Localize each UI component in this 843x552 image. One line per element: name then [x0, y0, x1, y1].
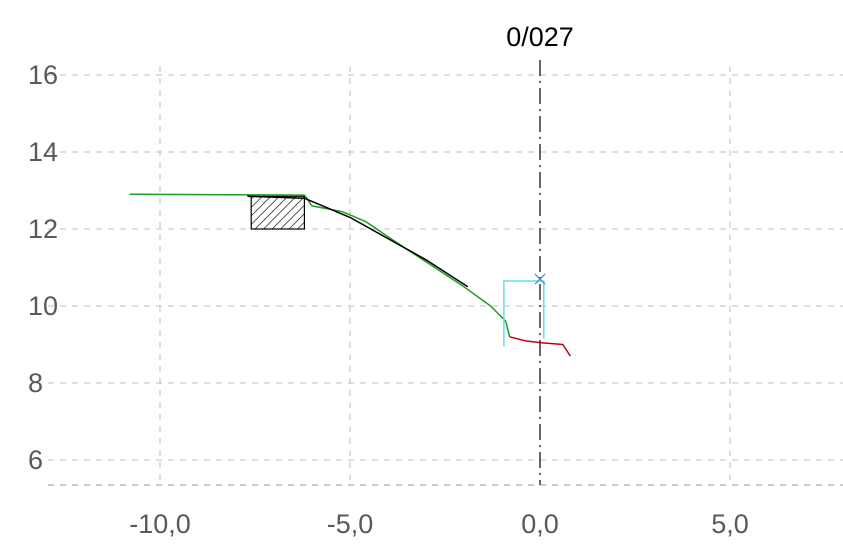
y-tick-label: 12: [28, 214, 58, 244]
series-line-1: [129, 193, 511, 337]
marker-layer: [534, 273, 546, 285]
shape-layer: [250, 195, 305, 230]
y-tick-label: 14: [28, 137, 58, 167]
series-line-2: [247, 195, 469, 288]
series-layer: [129, 193, 572, 357]
series-line-3: [509, 336, 572, 357]
y-tick-label: 6: [28, 445, 43, 475]
y-tick-label: 10: [28, 291, 58, 321]
series-line-4: [503, 280, 545, 347]
y-tick-label: 16: [28, 60, 58, 90]
x-tick-label: -10,0: [129, 509, 191, 539]
y-tick-label: 8: [28, 368, 43, 398]
station-label: 0/027: [506, 22, 574, 52]
grid-layer: [48, 66, 843, 486]
x-tick-label: 5,0: [711, 509, 749, 539]
centerline-layer: 0/027: [506, 22, 574, 485]
tick-label-layer: 6 8 10 12 14 16 -10,0 -5,0 0,0 5,0: [28, 60, 749, 539]
point-marker: [534, 273, 546, 285]
hatched-box: [250, 195, 305, 230]
x-tick-label: 0,0: [521, 509, 559, 539]
x-tick-label: -5,0: [327, 509, 374, 539]
